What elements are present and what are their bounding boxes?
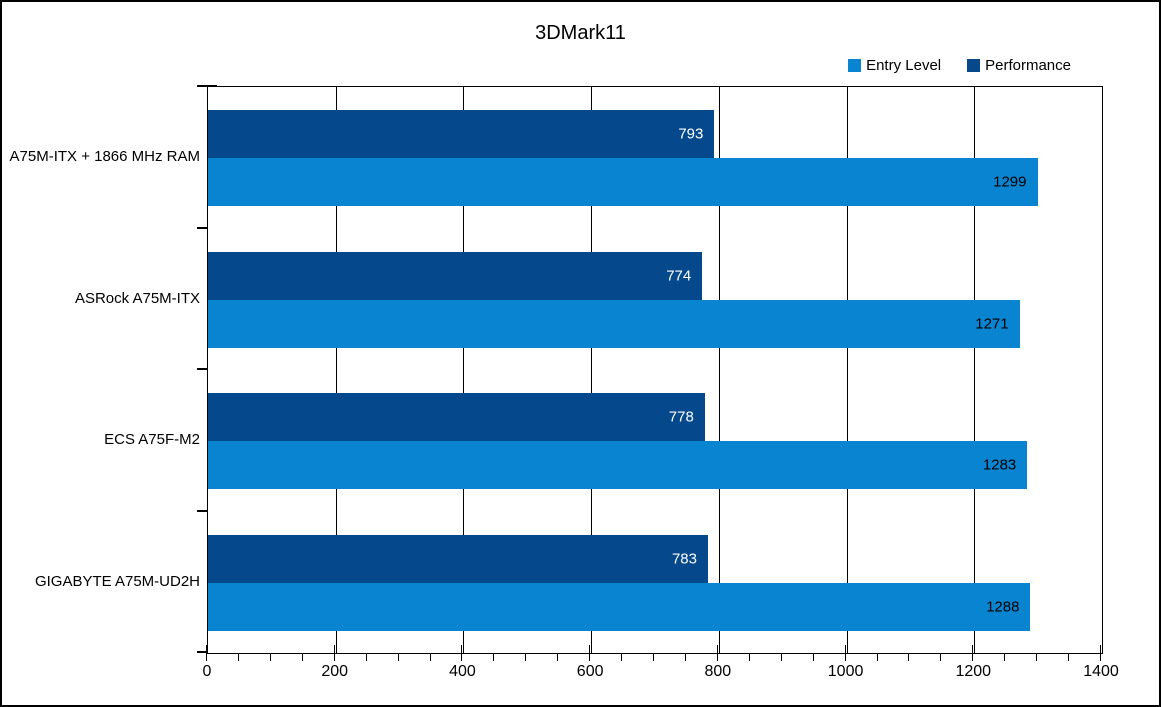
x-axis-minor-tick: [269, 653, 271, 661]
bar-value-label: 778: [668, 408, 694, 426]
performance-bar: 783: [208, 534, 708, 583]
x-axis-major-tick: [333, 645, 335, 661]
x-axis-tick-label: 0: [202, 663, 212, 680]
x-axis-minor-tick: [653, 653, 654, 661]
x-axis: 0 200 400 600 800 1000 1200 1400: [203, 645, 1119, 693]
x-axis-minor-tick: [397, 653, 399, 661]
entry-level-swatch-icon: [848, 59, 862, 72]
category-row: 774 1271: [208, 229, 1102, 371]
chart-legend: Entry Level Performance: [848, 57, 1071, 74]
bar-value-label: 793: [678, 125, 704, 143]
x-axis-minor-tick: [557, 653, 559, 661]
legend-label: Performance: [985, 57, 1071, 74]
x-axis-major-tick: [1100, 645, 1101, 661]
x-axis-tick-label: 1000: [827, 663, 864, 680]
x-axis-tick-label: 600: [576, 663, 604, 680]
legend-item-entry-level: Entry Level: [848, 57, 941, 74]
category-label: A75M-ITX + 1866 MHz RAM: [9, 148, 200, 166]
category-row: 793 1299: [208, 87, 1102, 229]
x-axis-minor-tick: [1036, 653, 1038, 661]
x-axis-minor-tick: [748, 653, 750, 661]
x-axis-minor-tick: [621, 653, 623, 661]
x-axis-major-tick: [206, 645, 207, 661]
x-axis-major-tick: [716, 645, 718, 661]
category-row: 778 1283: [208, 370, 1102, 512]
x-axis-minor-tick: [780, 653, 782, 661]
x-axis-minor-tick: [876, 653, 878, 661]
y-axis-category-labels: A75M-ITX + 1866 MHz RAM ASRock A75M-ITX EC…: [8, 86, 200, 652]
x-axis-minor-tick: [493, 653, 495, 661]
vertical-gridline: [846, 87, 848, 653]
chart-title: 3DMark11: [535, 22, 626, 44]
vertical-gridline: [718, 87, 720, 653]
x-axis-major-tick: [461, 645, 463, 661]
vertical-gridline: [974, 87, 976, 653]
performance-bar: 774: [208, 251, 703, 300]
x-axis-minor-tick: [301, 653, 303, 661]
x-axis-major-tick: [844, 645, 846, 661]
bar-value-label: 1271: [975, 315, 1009, 332]
category-row: 783 1288: [208, 512, 1102, 654]
performance-swatch-icon: [967, 59, 981, 72]
category-label: ECS A75F-M2: [104, 431, 200, 449]
legend-item-performance: Performance: [967, 57, 1071, 74]
bar-value-label: 1299: [993, 173, 1027, 191]
x-axis-tick-label: 200: [321, 663, 349, 680]
vertical-gridline: [591, 87, 593, 653]
x-axis-tick-label: 400: [449, 663, 476, 680]
x-axis-major-tick: [972, 645, 974, 661]
x-axis-minor-tick: [812, 653, 814, 661]
entry-level-bar: 1288: [208, 582, 1031, 631]
bar-value-label: 1288: [986, 598, 1020, 615]
category-label: GIGABYTE A75M-UD2H: [34, 572, 200, 590]
x-axis-tick-label: 1200: [955, 663, 992, 680]
bar-value-label: 1283: [982, 456, 1017, 474]
x-axis-minor-tick: [940, 653, 942, 661]
vertical-gridline: [463, 87, 465, 653]
x-axis-minor-tick: [237, 653, 239, 661]
plot-area: 793 1299 774 1271 778 1283 783 1288: [207, 86, 1103, 654]
x-axis-tick-label: 1400: [1083, 663, 1119, 680]
category-label: ASRock A75M-ITX: [74, 289, 200, 307]
performance-bar: 793: [208, 110, 715, 158]
bar-value-label: 774: [666, 267, 692, 284]
entry-level-bar: 1299: [208, 158, 1038, 206]
x-axis-major-tick: [589, 645, 591, 661]
x-axis-minor-tick: [1068, 653, 1070, 661]
x-axis-minor-tick: [429, 653, 431, 661]
x-axis-minor-tick: [1004, 653, 1006, 661]
x-axis-tick-label: 800: [704, 663, 732, 680]
bar-value-label: 783: [671, 550, 697, 567]
performance-bar: 778: [208, 393, 705, 441]
vertical-gridline: [335, 87, 337, 653]
entry-level-bar: 1271: [208, 299, 1020, 348]
x-axis-minor-tick: [525, 653, 527, 661]
x-axis-minor-tick: [908, 653, 910, 661]
legend-label: Entry Level: [866, 57, 942, 74]
x-axis-minor-tick: [365, 653, 367, 661]
entry-level-bar: 1283: [208, 441, 1028, 489]
x-axis-minor-tick: [684, 653, 686, 661]
